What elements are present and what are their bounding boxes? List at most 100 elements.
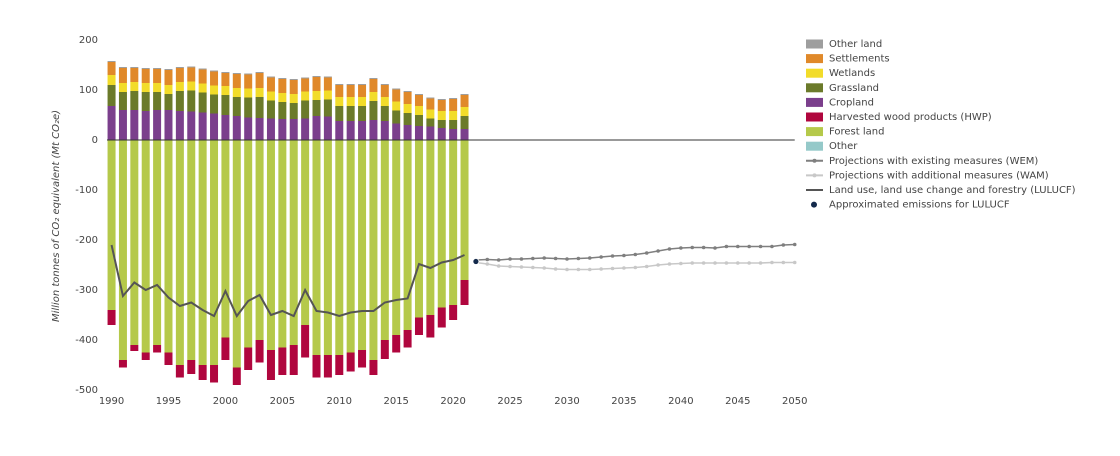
bar: [392, 110, 401, 124]
x-tick-label: 2000: [213, 396, 238, 407]
bar: [449, 120, 458, 129]
legend-label: Forest land: [829, 127, 884, 138]
bar: [403, 104, 412, 113]
bar: [278, 78, 287, 79]
line-marker: [622, 253, 626, 258]
bar: [164, 70, 173, 85]
bar: [164, 69, 173, 70]
bar: [187, 111, 196, 140]
bar: [437, 140, 446, 308]
line-marker: [758, 244, 763, 249]
bar: [164, 85, 173, 94]
bar: [380, 97, 389, 106]
legend-swatch: [806, 141, 823, 151]
bar: [380, 85, 389, 97]
line-marker: [758, 261, 763, 265]
legend-label: Harvested wood products (HWP): [829, 112, 992, 123]
bar: [369, 79, 378, 92]
bar: [221, 115, 230, 140]
bar: [369, 360, 378, 375]
bar: [278, 140, 287, 348]
bar: [312, 100, 321, 116]
line-marker: [747, 244, 751, 249]
legend-swatch: [806, 39, 823, 49]
bar: [187, 81, 196, 91]
bar: [449, 111, 458, 120]
bar: [266, 76, 275, 78]
bar: [449, 99, 458, 111]
bar: [153, 110, 162, 140]
bar: [164, 94, 173, 110]
y-tick-label: 0: [92, 135, 98, 146]
y-tick-label: 200: [79, 35, 98, 46]
bar: [335, 106, 344, 121]
bar: [414, 106, 423, 115]
bar: [312, 77, 321, 91]
line-marker: [701, 261, 706, 265]
bar: [380, 84, 389, 85]
bar: [414, 115, 423, 126]
bar: [255, 97, 264, 118]
bar: [369, 140, 378, 360]
bar: [130, 82, 139, 91]
legend-swatch: [811, 201, 817, 208]
bar: [380, 106, 389, 121]
bar: [221, 95, 230, 115]
bar: [346, 121, 355, 140]
bar: [414, 126, 423, 140]
line-marker: [599, 255, 603, 259]
x-tick-label: 2030: [554, 396, 579, 407]
bar: [289, 345, 298, 375]
bar: [118, 83, 127, 92]
bar: [358, 85, 367, 97]
bar: [244, 140, 253, 348]
bar: [153, 68, 162, 69]
bar: [153, 92, 162, 110]
x-tick-label: 2010: [327, 396, 352, 407]
line-marker: [496, 264, 501, 268]
bar: [141, 111, 150, 140]
bar: [289, 140, 298, 345]
y-tick-label: -500: [75, 385, 98, 396]
bar: [437, 120, 446, 128]
bar: [323, 77, 332, 91]
legend-label: Other: [829, 141, 858, 152]
bar: [278, 119, 287, 140]
bar: [187, 140, 196, 360]
line-marker: [667, 262, 672, 266]
bar: [323, 90, 332, 100]
bar: [392, 88, 401, 90]
line-marker: [792, 242, 797, 247]
bar: [392, 140, 401, 335]
bar: [346, 140, 355, 353]
bar: [346, 85, 355, 97]
bar: [210, 113, 219, 140]
bar: [323, 99, 332, 117]
bar: [118, 67, 127, 68]
bar: [346, 106, 355, 121]
bar: [107, 140, 116, 310]
line-marker: [599, 267, 603, 271]
line-marker: [747, 261, 751, 265]
legend-swatch: [806, 83, 823, 93]
bar: [358, 97, 367, 106]
bar: [118, 68, 127, 83]
bar: [460, 140, 469, 280]
line-marker: [735, 244, 740, 249]
y-tick-label: -100: [75, 185, 98, 196]
bar: [175, 68, 184, 82]
legend-label: Settlements: [829, 54, 890, 65]
bar: [426, 109, 435, 119]
bar: [323, 355, 332, 378]
bar: [392, 335, 401, 353]
bar: [255, 140, 264, 340]
bar: [141, 92, 150, 111]
x-tick-label: 1990: [99, 396, 124, 407]
bar: [392, 101, 401, 111]
legend-swatch: [806, 127, 823, 137]
bar: [107, 85, 116, 106]
bar: [107, 75, 116, 85]
bar: [255, 118, 264, 140]
bar: [175, 91, 184, 111]
